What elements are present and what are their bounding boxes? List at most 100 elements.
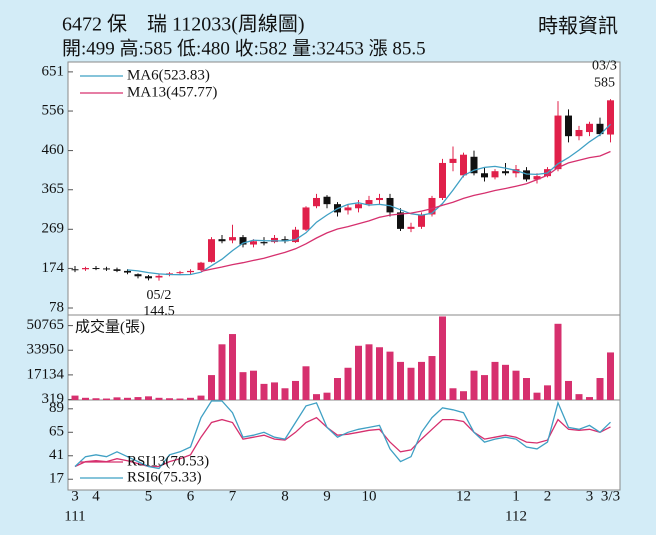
candle-body [481,173,488,178]
y-tick-label: 89 [49,400,64,416]
volume-bar [313,394,320,400]
y-tick-label: 174 [42,260,65,276]
volume-bar [365,344,373,400]
volume-bar [323,392,331,400]
y-tick-label: 17 [49,471,65,487]
volume-bar [334,378,341,400]
x-tick-label: 3 [71,488,79,504]
candle-body [155,275,163,278]
volume-bar [407,367,415,400]
x-tick-label: 4 [92,488,100,504]
candle-body [92,268,100,270]
candle-body [554,115,562,170]
candle-body [113,269,121,271]
volume-bar [397,361,404,400]
candle-body [323,196,331,205]
x-tick-label: 10 [362,488,377,504]
volume-bar [449,388,457,400]
volume-bar [533,392,541,400]
x-tick-label: 7 [229,488,237,504]
volume-bar [145,396,152,400]
volume-bar [71,395,79,400]
candle-body [565,115,572,137]
x-tick-label: 12 [456,488,471,504]
candle-body [376,197,383,201]
candle-body [187,270,194,273]
candle-body [82,268,89,270]
chart-title: 6472 保 瑞 112033(周線圖) [62,13,305,36]
candle-body [512,169,520,174]
volume-bar [607,352,614,400]
volume-bar [166,398,173,400]
x-tick-label: 9 [323,488,331,504]
volume-bar [355,345,362,400]
volume-bar [439,316,446,400]
y-tick-label: 269 [42,221,65,237]
candle-body [103,268,110,270]
volume-bar [103,398,110,400]
volume-bar [428,356,436,400]
volume-bar [512,370,520,400]
candle-body [607,100,614,135]
candle-body [344,207,352,211]
x-tick-label: 3 [586,488,594,504]
volume-bar [502,364,509,400]
volume-bar [229,334,236,400]
x-tick-label: 3/3 [601,488,620,504]
volume-bar [302,366,310,400]
candle-body [365,200,373,205]
legend-label: RSI13(70.53) [127,453,209,469]
legend-label: RSI6(75.33) [127,469,202,485]
candle-body [523,170,530,180]
candle-body [250,241,257,245]
volume-bar [596,378,604,400]
annotation-label: 05/2 [147,288,172,303]
candle-body [502,171,509,174]
candle-body [176,272,184,274]
candle-body [208,239,215,262]
volume-bar [470,370,478,400]
source: 時報資訊 [538,15,618,38]
y-tick-label: 41 [49,447,64,463]
y-tick-label: 556 [42,102,65,118]
candle-body [586,123,593,133]
volume-bar [92,398,100,400]
candle-body [134,274,142,277]
volume-bar [113,397,121,400]
series-line [200,150,611,273]
candle-body [281,239,289,242]
y-tick-label: 319 [42,391,65,407]
y-tick-label: 50765 [27,317,65,333]
volume-bar [386,351,394,400]
x-year-label: 111 [64,508,85,524]
volume-bar [344,367,352,400]
volume-bar [554,323,562,400]
volume-bar [292,380,299,400]
volume-bar [155,397,163,400]
candle-body [302,207,310,230]
volume-bar [218,344,226,400]
volume-bar [187,397,194,400]
volume-bar [481,375,488,400]
x-tick-label: 8 [281,488,289,504]
plot-area [67,61,621,491]
volume-bar [523,378,530,400]
y-tick-label: 365 [42,181,65,197]
volume-bar [134,397,142,400]
y-tick-label: 17134 [27,366,65,382]
x-year-label: 112 [505,508,527,524]
series-line [127,123,611,276]
y-tick-label: 78 [49,299,64,315]
candle-body [439,162,446,198]
candle-body [407,226,415,229]
candle-body [292,229,299,243]
candle-body [533,176,541,180]
legend-label: MA6(523.83) [127,67,210,83]
candle-body [124,270,131,273]
candle-body [239,237,247,245]
volume-bar [575,394,583,400]
y-tick-label: 33950 [27,342,65,358]
candle-body [575,129,583,137]
volume-bar [239,372,247,400]
